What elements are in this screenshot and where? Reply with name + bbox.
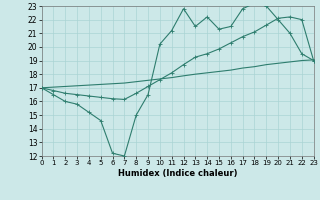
X-axis label: Humidex (Indice chaleur): Humidex (Indice chaleur)	[118, 169, 237, 178]
